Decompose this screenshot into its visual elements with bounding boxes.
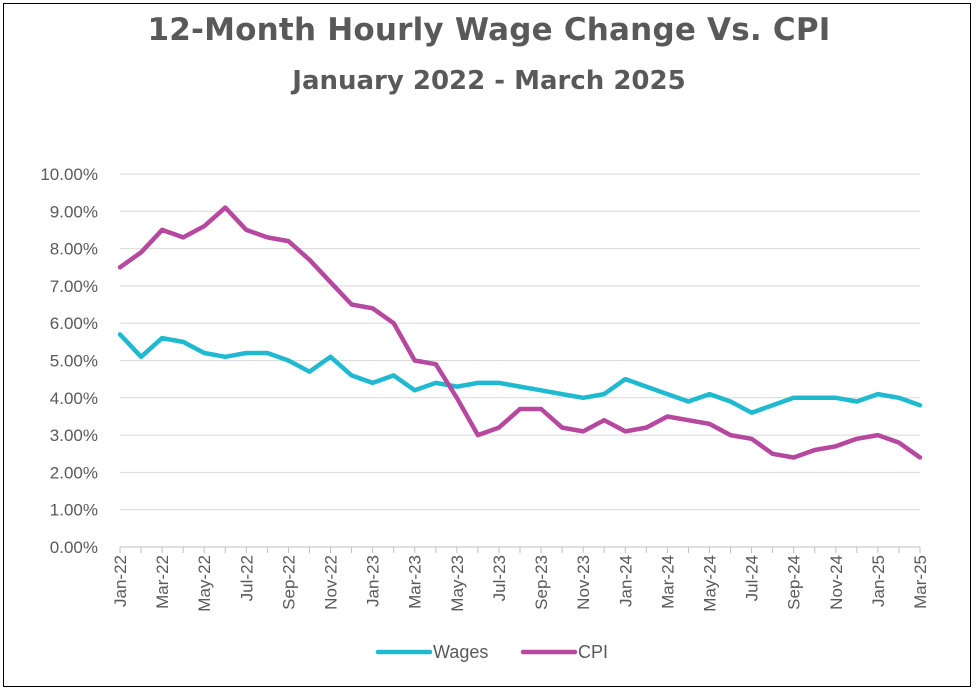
x-tick-label: Mar-24 — [658, 555, 677, 609]
x-tick-label: Nov-23 — [574, 555, 593, 610]
chart-subtitle: January 2022 - March 2025 — [292, 66, 686, 96]
x-tick-label: Sep-24 — [785, 555, 804, 610]
x-tick-label: Jan-23 — [364, 555, 383, 607]
legend-label-cpi: CPI — [578, 642, 608, 662]
x-tick-label: May-22 — [195, 555, 214, 612]
series-lines — [117, 205, 923, 460]
x-tick-label: Sep-22 — [279, 555, 298, 610]
x-tick-label: Jan-22 — [111, 555, 130, 607]
y-tick-label: 0.00% — [50, 538, 98, 557]
x-tick-label: Nov-24 — [827, 555, 846, 610]
x-tick-label: Jan-25 — [869, 555, 888, 607]
legend: Wages CPI — [375, 642, 608, 662]
x-tick-label: Jul-24 — [743, 555, 762, 601]
x-tick-label: Mar-25 — [911, 555, 930, 609]
x-tick-label: Nov-22 — [322, 555, 341, 610]
y-tick-label: 2.00% — [50, 463, 98, 482]
y-tick-label: 4.00% — [50, 389, 98, 408]
series-line-wages — [117, 332, 923, 415]
y-axis-ticks: 0.00% 1.00% 2.00% 3.00% 4.00% 5.00% 6.00% 7.00%… — [40, 165, 98, 557]
x-axis — [119, 546, 921, 553]
x-tick-label: Jul-22 — [237, 555, 256, 601]
x-tick-label: Jan-24 — [616, 555, 635, 607]
gridlines — [120, 173, 920, 511]
y-tick-label: 8.00% — [50, 240, 98, 259]
legend-label-wages: Wages — [433, 642, 488, 662]
y-tick-label: 10.00% — [40, 165, 98, 184]
y-tick-label: 7.00% — [50, 277, 98, 296]
y-tick-label: 5.00% — [50, 352, 98, 371]
x-tick-label: May-24 — [700, 555, 719, 612]
y-tick-label: 9.00% — [50, 202, 98, 221]
x-tick-label: Sep-23 — [532, 555, 551, 610]
y-tick-label: 3.00% — [50, 426, 98, 445]
chart-frame — [3, 3, 971, 687]
x-tick-label: Mar-22 — [153, 555, 172, 609]
x-axis-ticks: Jan-22 Mar-22 May-22 Jul-22 Sep-22 Nov-22 Jan-… — [111, 555, 930, 612]
y-tick-label: 1.00% — [50, 501, 98, 520]
chart-title: 12-Month Hourly Wage Change Vs. CPI — [147, 12, 831, 48]
y-tick-label: 6.00% — [50, 314, 98, 333]
x-tick-label: Mar-23 — [406, 555, 425, 609]
series-line-cpi — [117, 205, 923, 460]
x-tick-label: Jul-23 — [490, 555, 509, 601]
x-tick-label: May-23 — [448, 555, 467, 612]
